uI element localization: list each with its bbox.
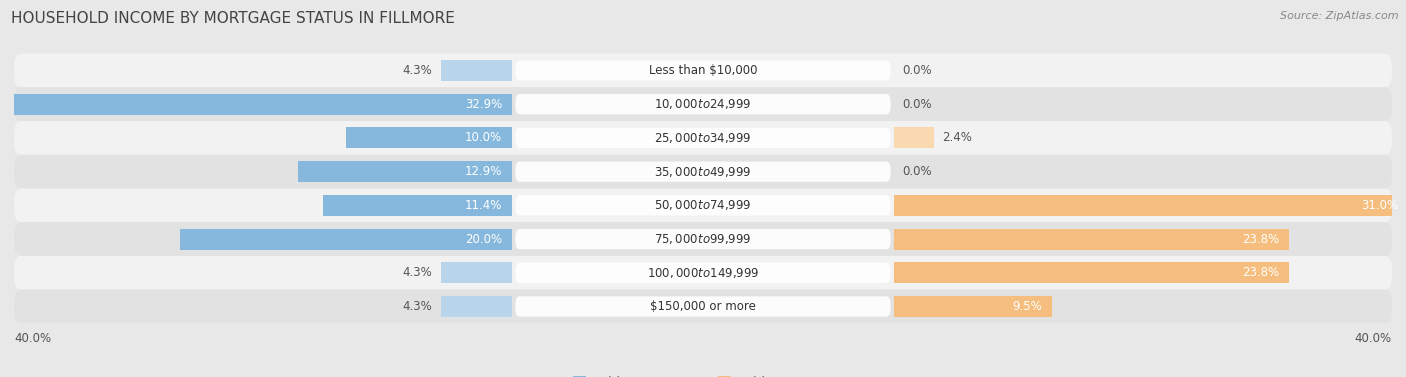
Text: $10,000 to $24,999: $10,000 to $24,999 bbox=[654, 97, 752, 111]
Text: 0.0%: 0.0% bbox=[903, 165, 932, 178]
Legend: Without Mortgage, With Mortgage: Without Mortgage, With Mortgage bbox=[574, 375, 832, 377]
Text: 31.0%: 31.0% bbox=[1361, 199, 1399, 212]
Bar bbox=[440, 296, 512, 317]
Bar bbox=[180, 228, 512, 250]
FancyBboxPatch shape bbox=[14, 222, 1392, 256]
Text: 20.0%: 20.0% bbox=[465, 233, 502, 245]
Bar bbox=[894, 262, 1289, 283]
FancyBboxPatch shape bbox=[516, 60, 890, 81]
FancyBboxPatch shape bbox=[516, 94, 890, 114]
Text: 4.3%: 4.3% bbox=[402, 300, 433, 313]
Text: $150,000 or more: $150,000 or more bbox=[650, 300, 756, 313]
Bar bbox=[440, 60, 512, 81]
Text: 2.4%: 2.4% bbox=[942, 132, 972, 144]
Text: Source: ZipAtlas.com: Source: ZipAtlas.com bbox=[1281, 11, 1399, 21]
FancyBboxPatch shape bbox=[14, 121, 1392, 155]
Bar bbox=[0, 94, 512, 115]
FancyBboxPatch shape bbox=[516, 263, 890, 283]
Text: $50,000 to $74,999: $50,000 to $74,999 bbox=[654, 198, 752, 212]
Text: 9.5%: 9.5% bbox=[1012, 300, 1042, 313]
Text: 4.3%: 4.3% bbox=[402, 266, 433, 279]
FancyBboxPatch shape bbox=[14, 188, 1392, 222]
Text: $25,000 to $34,999: $25,000 to $34,999 bbox=[654, 131, 752, 145]
Text: $35,000 to $49,999: $35,000 to $49,999 bbox=[654, 165, 752, 179]
Text: $100,000 to $149,999: $100,000 to $149,999 bbox=[647, 266, 759, 280]
Text: 23.8%: 23.8% bbox=[1241, 266, 1279, 279]
Text: 10.0%: 10.0% bbox=[465, 132, 502, 144]
Bar bbox=[894, 296, 1052, 317]
Text: 40.0%: 40.0% bbox=[14, 332, 51, 345]
Text: 11.4%: 11.4% bbox=[465, 199, 502, 212]
Bar bbox=[894, 195, 1406, 216]
FancyBboxPatch shape bbox=[14, 155, 1392, 188]
Text: 0.0%: 0.0% bbox=[903, 64, 932, 77]
FancyBboxPatch shape bbox=[14, 256, 1392, 290]
Text: 0.0%: 0.0% bbox=[903, 98, 932, 111]
Text: 4.3%: 4.3% bbox=[402, 64, 433, 77]
FancyBboxPatch shape bbox=[516, 128, 890, 148]
Bar bbox=[894, 228, 1289, 250]
Bar bbox=[298, 161, 512, 182]
FancyBboxPatch shape bbox=[14, 290, 1392, 323]
Text: 23.8%: 23.8% bbox=[1241, 233, 1279, 245]
FancyBboxPatch shape bbox=[14, 87, 1392, 121]
Text: HOUSEHOLD INCOME BY MORTGAGE STATUS IN FILLMORE: HOUSEHOLD INCOME BY MORTGAGE STATUS IN F… bbox=[11, 11, 456, 26]
FancyBboxPatch shape bbox=[516, 296, 890, 317]
Text: Less than $10,000: Less than $10,000 bbox=[648, 64, 758, 77]
FancyBboxPatch shape bbox=[14, 54, 1392, 87]
Text: $75,000 to $99,999: $75,000 to $99,999 bbox=[654, 232, 752, 246]
Bar bbox=[440, 262, 512, 283]
FancyBboxPatch shape bbox=[516, 229, 890, 249]
Bar bbox=[323, 195, 512, 216]
Bar bbox=[894, 127, 934, 149]
Bar bbox=[346, 127, 512, 149]
FancyBboxPatch shape bbox=[516, 195, 890, 216]
Text: 32.9%: 32.9% bbox=[465, 98, 502, 111]
Text: 12.9%: 12.9% bbox=[465, 165, 502, 178]
Text: 40.0%: 40.0% bbox=[1355, 332, 1392, 345]
FancyBboxPatch shape bbox=[516, 161, 890, 182]
